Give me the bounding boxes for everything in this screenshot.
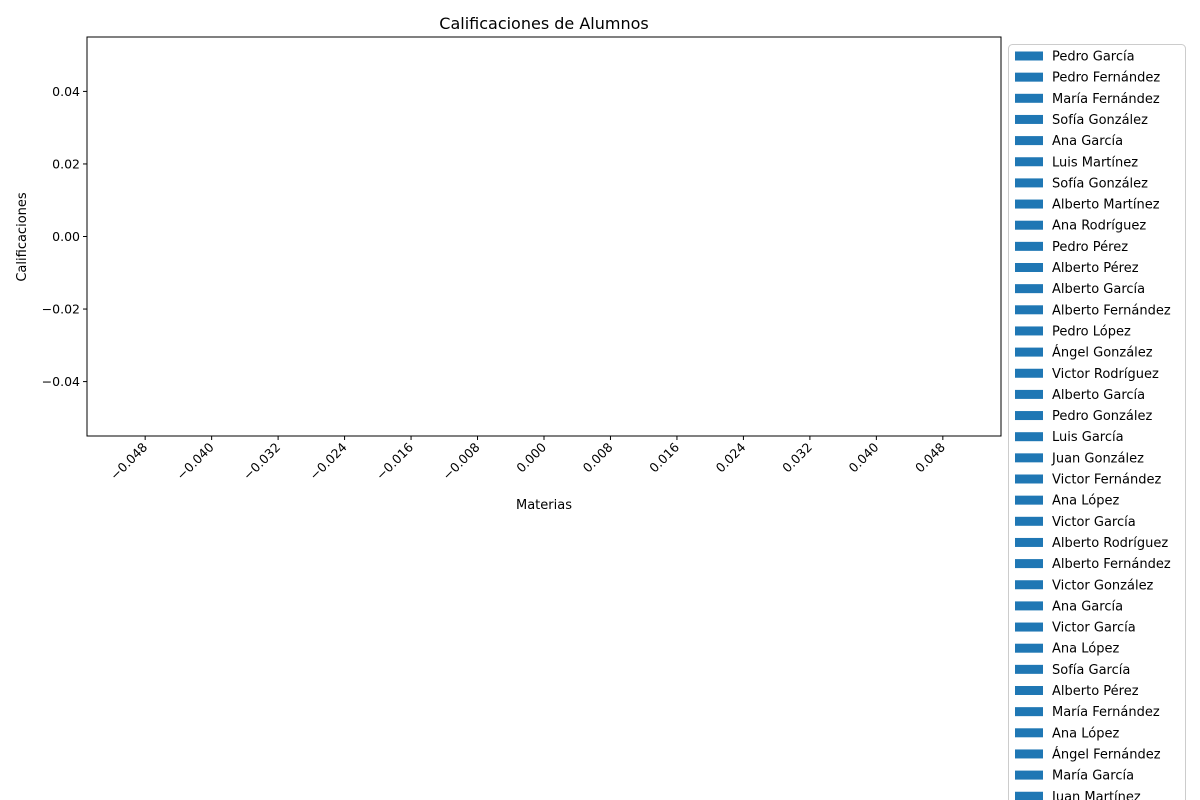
legend-label: Victor García xyxy=(1052,515,1136,530)
legend-label: Alberto Martínez xyxy=(1052,198,1160,213)
x-tick-label: −0.032 xyxy=(240,440,283,483)
x-tick-label: −0.048 xyxy=(107,439,150,482)
legend-label: Sofía García xyxy=(1052,663,1130,678)
legend-label: Ana García xyxy=(1052,134,1123,149)
legend-label: Alberto Rodríguez xyxy=(1052,536,1168,551)
legend-swatch xyxy=(1015,559,1043,569)
legend-swatch xyxy=(1015,178,1043,188)
x-tick-label: 0.048 xyxy=(912,439,948,475)
legend: Pedro García Pedro Fernández María Fernánd… xyxy=(1008,44,1186,800)
legend-swatch xyxy=(1015,263,1043,272)
legend-swatch xyxy=(1015,305,1043,315)
legend-swatch xyxy=(1015,241,1043,251)
legend-label: Sofía González xyxy=(1052,176,1148,191)
legend-swatch xyxy=(1015,474,1043,484)
legend-label: Ana López xyxy=(1052,494,1119,509)
legend-frame xyxy=(1008,44,1186,800)
y-axis-label: Calificaciones xyxy=(15,192,30,282)
legend-swatch xyxy=(1015,537,1043,547)
legend-swatch xyxy=(1015,707,1043,717)
legend-swatch xyxy=(1015,601,1043,611)
legend-label: Juan González xyxy=(1051,451,1144,466)
y-tick-label: 0.02 xyxy=(52,156,80,171)
legend-swatch xyxy=(1015,114,1043,124)
legend-label: Ángel González xyxy=(1052,345,1153,361)
legend-swatch xyxy=(1015,728,1043,738)
legend-label: Pedro González xyxy=(1052,409,1152,424)
legend-label: Victor González xyxy=(1052,578,1154,593)
legend-swatch xyxy=(1015,93,1043,103)
legend-label: Pedro Fernández xyxy=(1052,71,1160,86)
x-tick-label: 0.008 xyxy=(580,439,616,475)
legend-label: Pedro López xyxy=(1052,324,1131,339)
legend-swatch xyxy=(1015,686,1043,695)
y-tick-label: 0.00 xyxy=(52,229,80,244)
x-tick-label: 0.000 xyxy=(513,439,549,475)
legend-label: Ana López xyxy=(1052,726,1119,741)
legend-swatch xyxy=(1015,791,1043,800)
chart-title: Calificaciones de Alumnos xyxy=(439,14,648,33)
legend-label: Ana García xyxy=(1052,599,1123,614)
legend-swatch xyxy=(1015,749,1043,759)
legend-label: Victor Rodríguez xyxy=(1052,367,1159,382)
legend-label: Victor Fernández xyxy=(1052,473,1161,488)
legend-swatch xyxy=(1015,72,1043,82)
y-tick-label: −0.02 xyxy=(42,302,80,317)
legend-swatch xyxy=(1015,389,1043,399)
legend-label: Ángel Fernández xyxy=(1052,746,1161,762)
x-tick-label: 0.040 xyxy=(846,439,882,475)
legend-swatch xyxy=(1015,664,1043,674)
y-axis: 0.04 0.02 0.00 −0.02 −0.04 xyxy=(42,84,87,389)
legend-swatch xyxy=(1015,199,1043,209)
legend-swatch xyxy=(1015,368,1043,378)
legend-swatch xyxy=(1015,411,1043,421)
legend-swatch xyxy=(1015,136,1043,146)
legend-swatch xyxy=(1015,326,1043,336)
legend-swatch xyxy=(1015,495,1043,505)
x-tick-label: −0.024 xyxy=(306,439,349,482)
legend-swatch xyxy=(1015,284,1043,294)
legend-label: Pedro Pérez xyxy=(1052,240,1128,255)
x-axis-label: Materias xyxy=(516,498,572,513)
legend-label: Alberto Pérez xyxy=(1052,261,1139,276)
legend-swatch xyxy=(1015,643,1043,653)
legend-label: Pedro García xyxy=(1052,50,1135,65)
x-tick-label: 0.032 xyxy=(779,440,815,476)
legend-label: Juan Martínez xyxy=(1051,790,1141,800)
y-tick-label: 0.04 xyxy=(52,84,80,99)
x-tick-label: −0.040 xyxy=(173,439,216,482)
y-tick-label: −0.04 xyxy=(42,374,80,389)
legend-swatch xyxy=(1015,157,1043,167)
legend-label: Alberto Pérez xyxy=(1052,684,1139,699)
legend-label: Ana López xyxy=(1052,642,1119,657)
legend-label: Sofía González xyxy=(1052,113,1148,128)
legend-label: Luis Martínez xyxy=(1052,155,1138,170)
legend-swatch xyxy=(1015,770,1043,780)
legend-swatch xyxy=(1015,220,1043,230)
legend-swatch xyxy=(1015,453,1043,463)
legend-label: Alberto García xyxy=(1052,282,1145,297)
x-tick-label: −0.016 xyxy=(373,439,416,482)
legend-label: Alberto Fernández xyxy=(1052,557,1171,572)
x-tick-label: 0.016 xyxy=(646,439,682,475)
legend-swatch xyxy=(1015,51,1043,61)
legend-swatch xyxy=(1015,347,1043,357)
legend-label: Victor García xyxy=(1052,621,1136,636)
x-tick-label: 0.024 xyxy=(713,439,749,475)
legend-label: María García xyxy=(1052,769,1134,784)
legend-label: Alberto Fernández xyxy=(1052,303,1171,318)
x-tick-label: −0.008 xyxy=(439,439,482,482)
legend-label: Luis García xyxy=(1052,430,1124,445)
legend-swatch xyxy=(1015,622,1043,632)
legend-label: Ana Rodríguez xyxy=(1052,219,1146,234)
legend-label: Alberto García xyxy=(1052,388,1145,403)
legend-swatch xyxy=(1015,580,1043,590)
plot-area xyxy=(86,36,1002,437)
legend-label: María Fernández xyxy=(1052,705,1160,720)
legend-swatch xyxy=(1015,516,1043,526)
x-axis: −0.048 −0.040 −0.032 −0.024 −0.016 −0.008 0.00… xyxy=(107,436,948,483)
legend-swatch xyxy=(1015,432,1043,442)
legend-label: María Fernández xyxy=(1052,92,1160,107)
